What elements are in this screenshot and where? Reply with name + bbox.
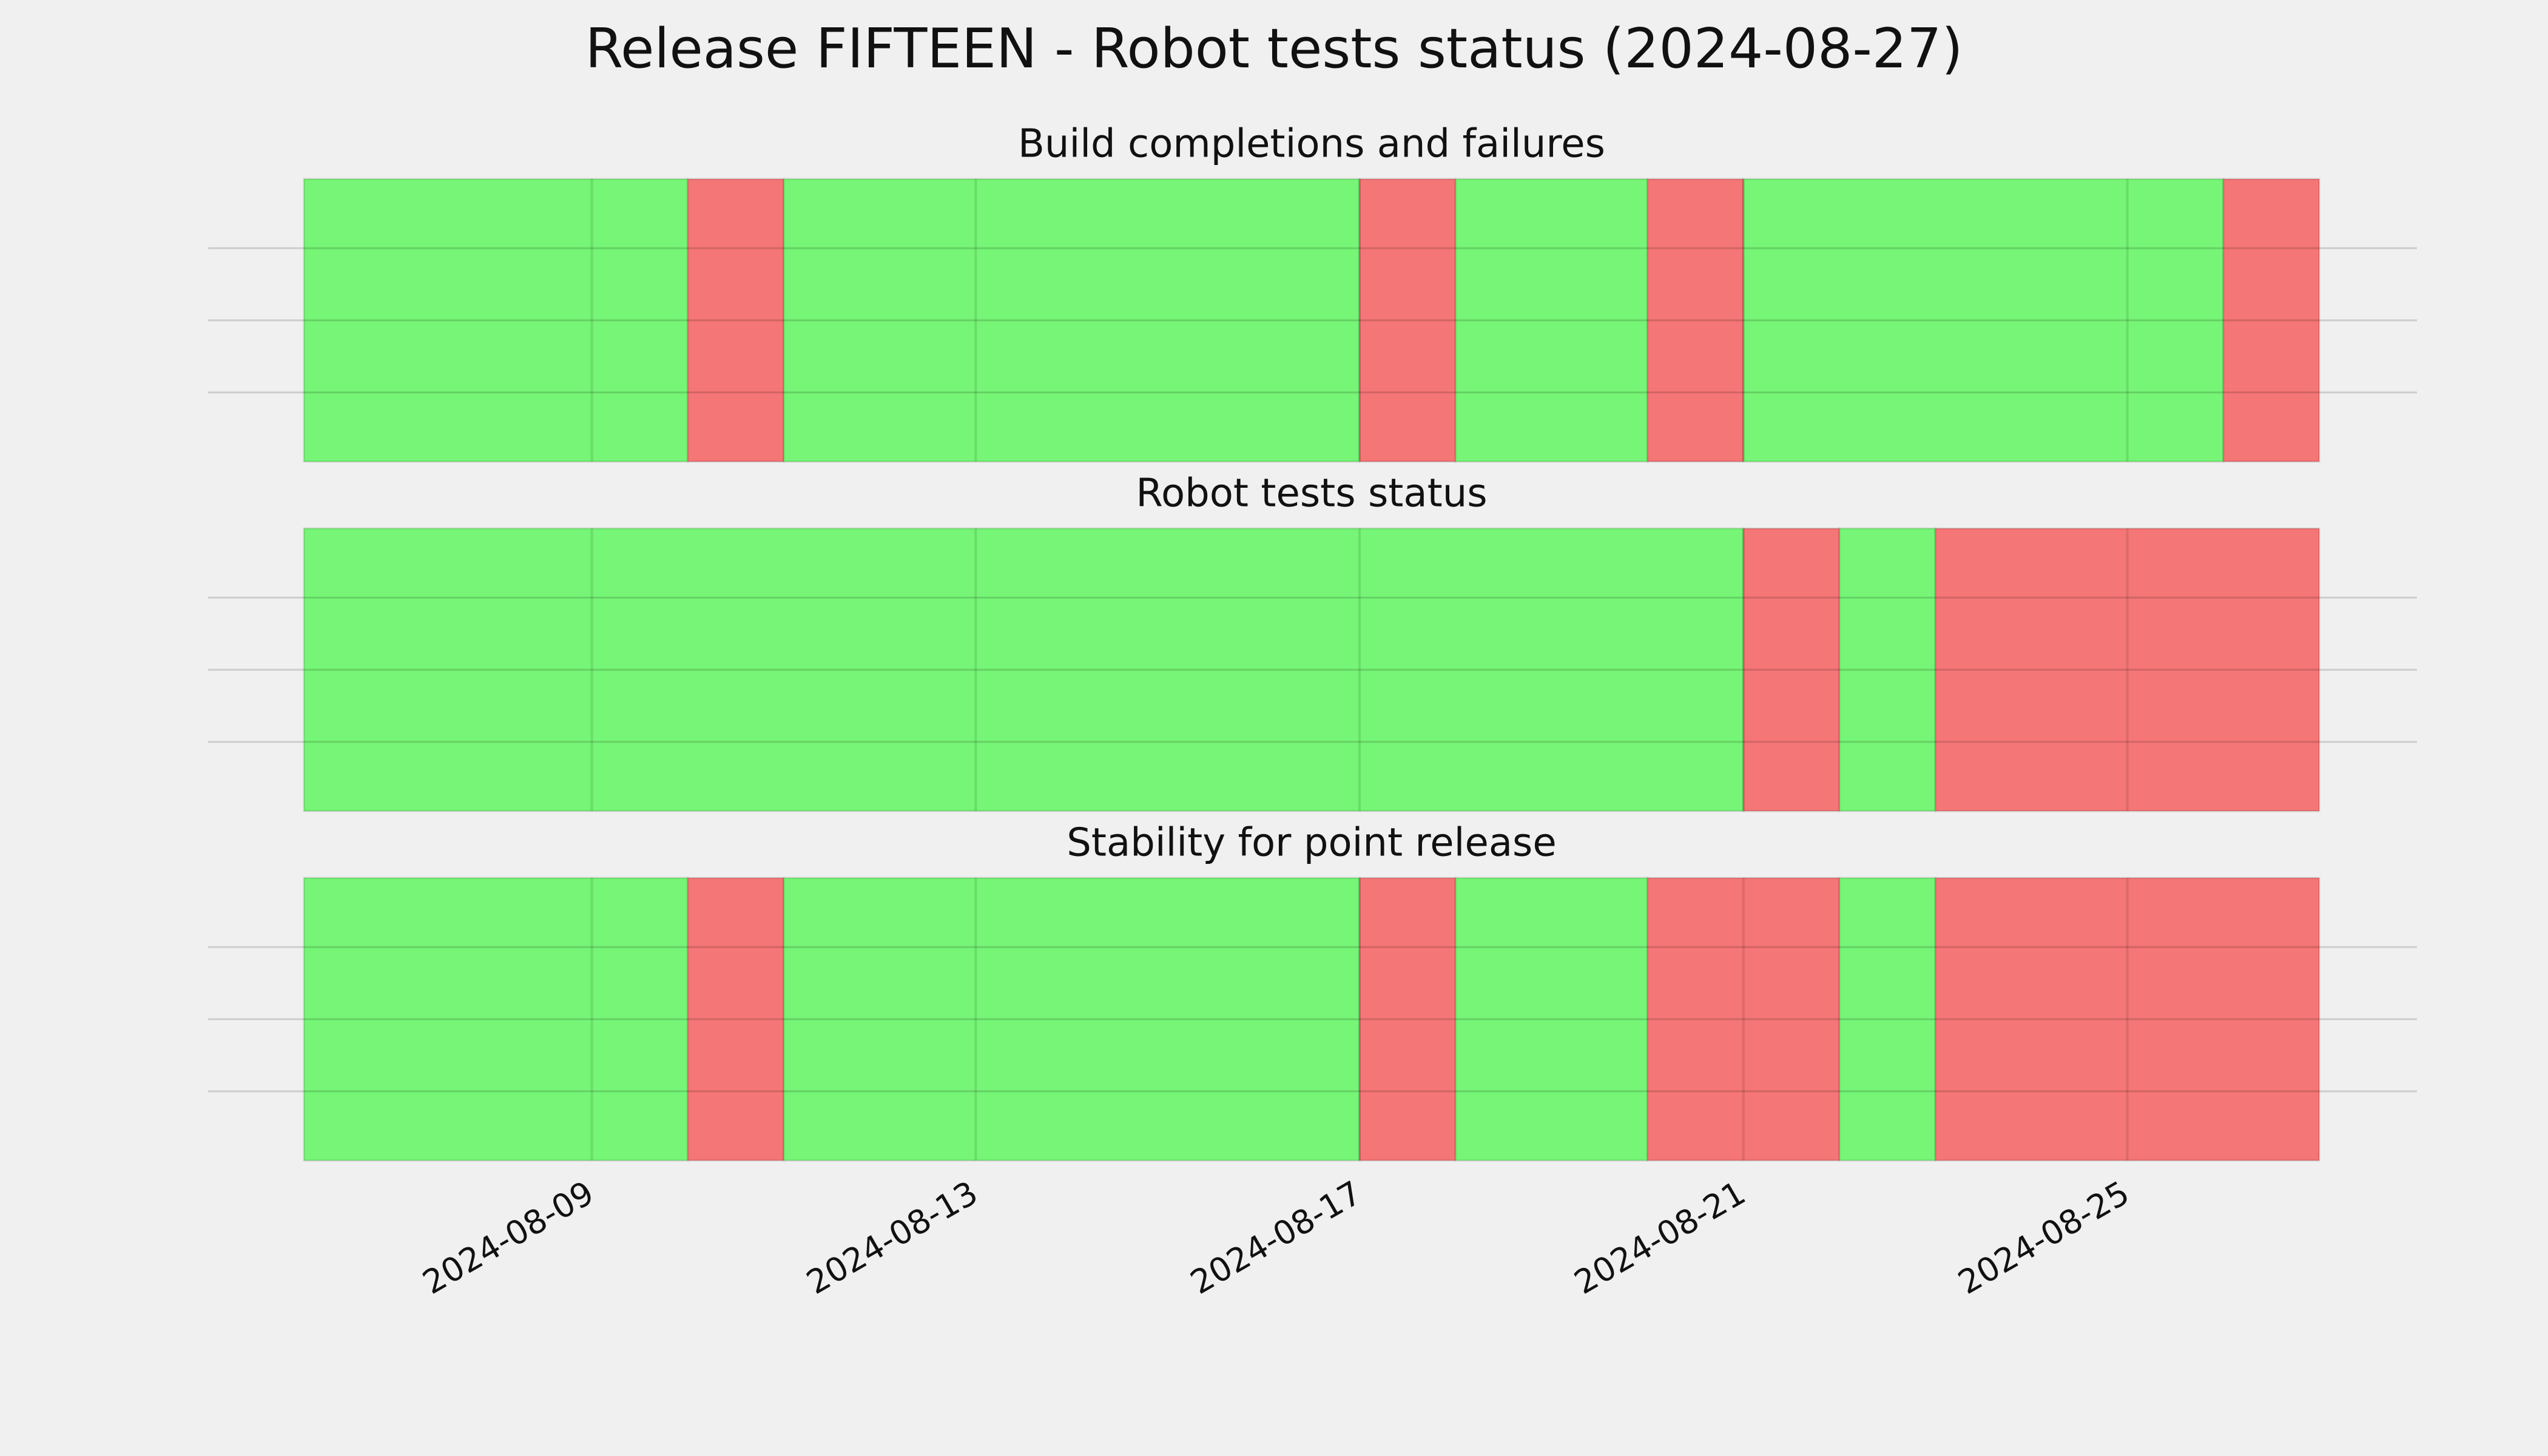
fail-segment (687, 877, 785, 1162)
fail-segment (1646, 178, 1745, 463)
pass-segment (1454, 877, 1649, 1162)
panel-title: Stability for point release (1067, 821, 1557, 866)
fail-segment (1934, 527, 2320, 812)
pass-segment (1454, 178, 1649, 463)
fail-segment (687, 178, 785, 463)
pass-segment (303, 527, 1745, 812)
panel-title: Build completions and failures (1018, 122, 1605, 167)
pass-segment (1838, 527, 1936, 812)
pass-segment (783, 877, 1361, 1162)
chart-title: Release FIFTEEN - Robot tests status (20… (585, 17, 1963, 81)
panel-title: Robot tests status (1136, 471, 1487, 516)
fail-segment (1358, 178, 1457, 463)
fail-segment (1934, 877, 2320, 1162)
fail-segment (1742, 527, 1841, 812)
fail-segment (2222, 178, 2320, 463)
pass-segment (1742, 178, 2225, 463)
fail-segment (1646, 877, 1841, 1162)
pass-segment (783, 178, 1361, 463)
pass-segment (303, 178, 689, 463)
